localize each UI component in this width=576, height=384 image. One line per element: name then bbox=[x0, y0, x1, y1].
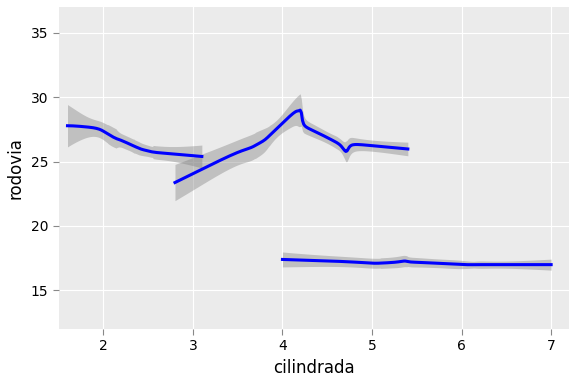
Y-axis label: rodovia: rodovia bbox=[7, 137, 25, 199]
X-axis label: cilindrada: cilindrada bbox=[273, 359, 355, 377]
